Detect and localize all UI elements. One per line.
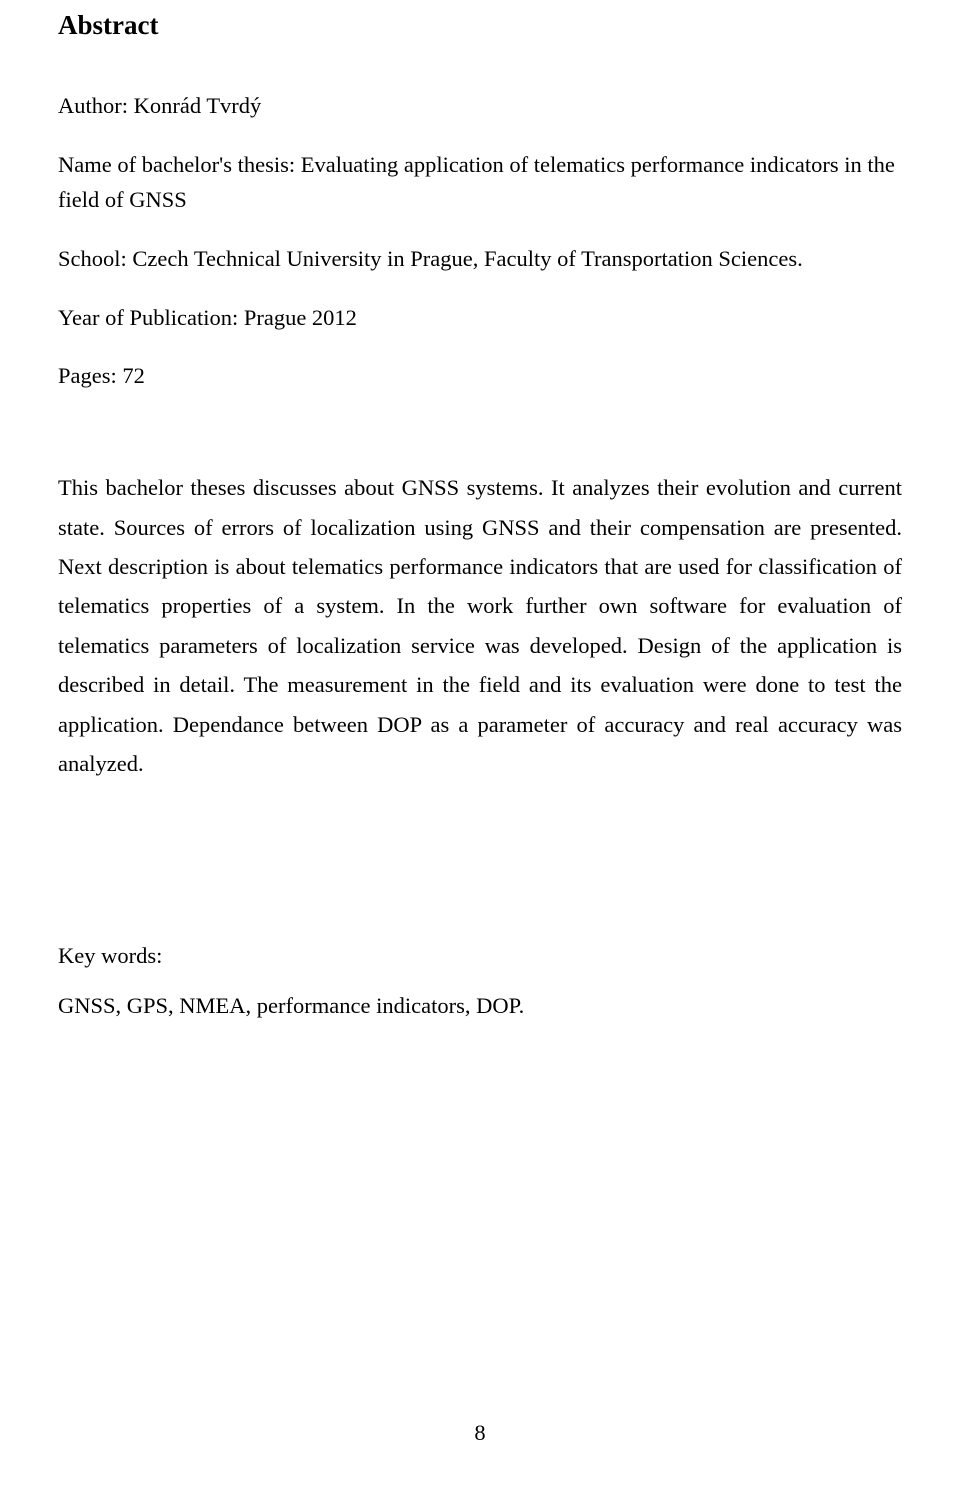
thesis-name: Name of bachelor's thesis: Evaluating ap…: [58, 148, 902, 218]
year-line: Year of Publication: Prague 2012: [58, 301, 902, 336]
abstract-body: This bachelor theses discusses about GNS…: [58, 468, 902, 783]
school-line: School: Czech Technical University in Pr…: [58, 242, 902, 277]
author-line: Author: Konrád Tvrdý: [58, 89, 902, 124]
abstract-title: Abstract: [58, 10, 902, 41]
keywords-label: Key words:: [58, 943, 902, 969]
page-number: 8: [0, 1420, 960, 1446]
keywords-list: GNSS, GPS, NMEA, performance indicators,…: [58, 993, 902, 1019]
pages-line: Pages: 72: [58, 359, 902, 394]
